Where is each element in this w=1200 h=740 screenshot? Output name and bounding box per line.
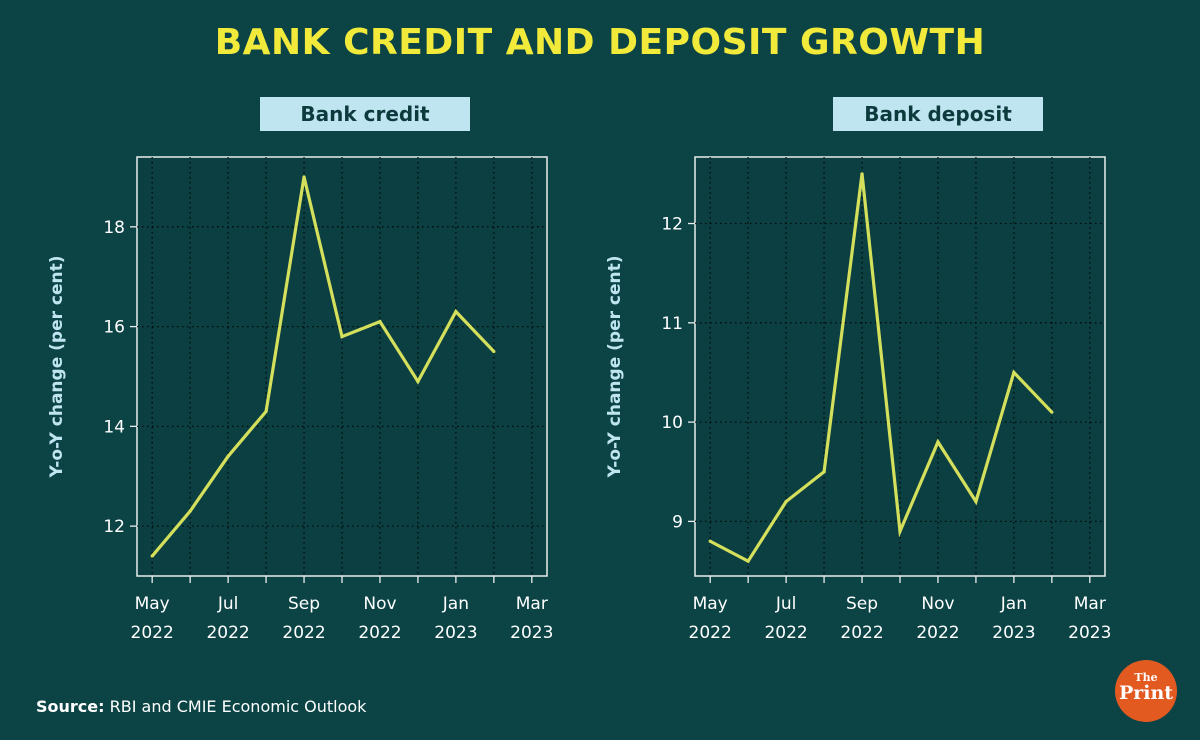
data-point: [860, 172, 864, 176]
data-point: [264, 409, 268, 413]
x-tick-label-month: Jan: [1000, 594, 1027, 614]
y-tick-label: 9: [672, 512, 683, 532]
y-tick-label: 14: [103, 417, 125, 437]
logo-print: Print: [1118, 682, 1174, 704]
x-tick-label-year: 2023: [1068, 623, 1111, 643]
data-point: [188, 509, 192, 513]
data-point: [708, 539, 712, 543]
data-point: [454, 310, 458, 314]
x-tick-label-year: 2022: [206, 623, 249, 643]
y-tick-label: 16: [103, 318, 125, 338]
series-line: [150, 176, 496, 558]
source-note: Source: RBI and CMIE Economic Outlook: [36, 697, 366, 716]
data-point: [378, 320, 382, 324]
x-tick-label-month: Mar: [1074, 594, 1106, 614]
x-tick-label-month: May: [693, 594, 728, 614]
x-tick-label-year: 2023: [510, 623, 553, 643]
data-point: [784, 499, 788, 504]
x-tick-label-year: 2022: [282, 623, 325, 643]
page-title: BANK CREDIT AND DEPOSIT GROWTH: [214, 22, 986, 63]
data-point: [340, 334, 344, 339]
series-line: [709, 173, 1054, 564]
y-axis-label: Y-o-Y change (per cent): [47, 255, 67, 478]
y-tick-label: 18: [103, 218, 125, 238]
x-tick-label-year: 2022: [764, 623, 807, 643]
data-point: [226, 454, 230, 458]
source-text: RBI and CMIE Economic Outlook: [109, 697, 367, 716]
y-tick-label: 11: [661, 314, 683, 334]
data-point: [822, 470, 826, 474]
x-tick-label-month: Mar: [516, 594, 548, 614]
data-point: [1050, 410, 1054, 414]
x-tick-label-year: 2022: [689, 623, 732, 643]
y-tick-label: 12: [661, 215, 683, 235]
x-tick-label-month: Nov: [363, 594, 396, 614]
x-tick-label-month: Jan: [442, 594, 469, 614]
x-tick-label-year: 2022: [840, 623, 883, 643]
y-tick-label: 12: [103, 517, 125, 537]
x-tick-label-month: Sep: [846, 594, 878, 614]
data-point: [936, 440, 940, 444]
x-tick-label-month: Nov: [921, 594, 954, 614]
bank-credit-chart: 12 14 16 18 May 2022 Jul 2022 Sep 2022 Nov 2022 Jan 2…: [47, 156, 553, 643]
plot-area: [694, 156, 1106, 577]
data-point: [746, 559, 750, 563]
data-point: [1012, 370, 1016, 375]
data-point: [898, 529, 902, 533]
x-tick-label-month: May: [135, 594, 170, 614]
x-tick-label-year: 2022: [131, 623, 174, 643]
x-tick-label-year: 2023: [992, 623, 1035, 643]
data-point: [150, 554, 154, 558]
x-tick-label-month: Sep: [288, 594, 320, 614]
x-tick-label-month: Jul: [775, 594, 797, 614]
panel-label-bank-credit: Bank credit: [260, 97, 470, 131]
panel-label-bank-deposit: Bank deposit: [833, 97, 1043, 131]
y-axis-label: Y-o-Y change (per cent): [605, 255, 625, 478]
theprint-logo: The Print: [1115, 660, 1177, 722]
x-tick-label-year: 2022: [916, 623, 959, 643]
x-tick-label-year: 2022: [358, 623, 401, 643]
source-label: Source:: [36, 697, 105, 716]
data-point: [416, 379, 420, 384]
x-tick-label-year: 2023: [434, 623, 477, 643]
logo-the: The: [1134, 671, 1158, 684]
data-point: [492, 349, 496, 354]
x-tick-label-month: Jul: [217, 594, 239, 614]
data-point: [974, 499, 978, 504]
y-tick-label: 10: [661, 413, 683, 433]
data-point: [302, 175, 306, 179]
